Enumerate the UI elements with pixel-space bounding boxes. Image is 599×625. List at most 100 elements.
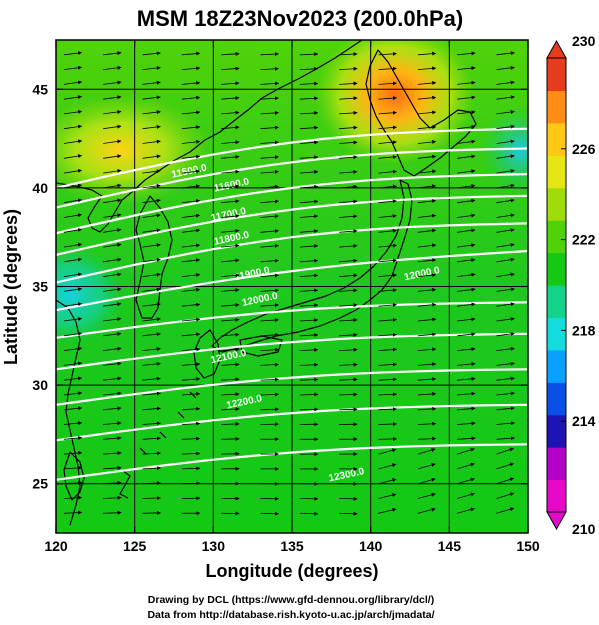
wind-arrow bbox=[417, 273, 437, 278]
wind-arrow bbox=[496, 436, 515, 441]
wind-arrow bbox=[339, 184, 358, 189]
wind-arrow bbox=[103, 346, 122, 351]
wind-arrow bbox=[260, 155, 279, 160]
wind-arrow bbox=[181, 332, 201, 337]
wind-arrow bbox=[103, 510, 122, 515]
warm-region-northwest bbox=[56, 95, 210, 205]
wind-arrow bbox=[378, 51, 397, 56]
wind-arrow bbox=[378, 392, 397, 397]
wind-arrow bbox=[496, 242, 515, 248]
wind-arrow bbox=[103, 257, 122, 263]
wind-arrow bbox=[181, 317, 201, 322]
wind-arrow bbox=[103, 287, 122, 292]
wind-arrow bbox=[103, 154, 122, 159]
wind-arrow bbox=[457, 462, 475, 470]
wind-arrow bbox=[299, 169, 319, 174]
coastline-ryukyu bbox=[119, 391, 197, 499]
wind-arrow bbox=[378, 258, 397, 263]
wind-arrow bbox=[63, 168, 82, 174]
wind-arrow bbox=[417, 51, 437, 56]
colorbar-tick-label: 210 bbox=[572, 521, 596, 537]
geopotential-contours bbox=[56, 127, 528, 481]
colorbar-segment bbox=[547, 90, 566, 124]
wind-arrow bbox=[63, 124, 83, 130]
colorbar-segment bbox=[547, 414, 566, 448]
coastline-honshu bbox=[211, 179, 413, 353]
wind-arrow bbox=[299, 303, 319, 308]
wind-arrow bbox=[181, 451, 201, 456]
wind-arrow bbox=[299, 511, 319, 516]
wind-arrow bbox=[260, 140, 279, 145]
wind-arrow bbox=[142, 466, 161, 471]
wind-arrow bbox=[339, 318, 358, 323]
wind-arrow bbox=[181, 213, 201, 218]
wind-arrow bbox=[142, 436, 161, 441]
wind-arrow bbox=[181, 436, 201, 441]
wind-arrow bbox=[103, 480, 122, 485]
y-tick-label: 45 bbox=[32, 81, 48, 97]
colorbar-segment bbox=[547, 447, 566, 481]
wind-arrow bbox=[63, 331, 83, 337]
wind-arrow bbox=[378, 155, 397, 160]
wind-arrow bbox=[63, 480, 83, 485]
wind-arrow bbox=[142, 510, 161, 515]
wind-arrow bbox=[457, 272, 476, 277]
wind-arrow bbox=[378, 125, 397, 130]
wind-arrow bbox=[221, 51, 240, 56]
wind-arrow bbox=[457, 287, 476, 292]
wind-arrow bbox=[103, 95, 122, 100]
wind-arrow bbox=[260, 362, 279, 367]
contour-line bbox=[56, 403, 528, 442]
wind-arrow bbox=[378, 332, 397, 337]
y-tick-label: 40 bbox=[32, 180, 48, 196]
wind-arrow bbox=[496, 109, 515, 115]
wind-arrow bbox=[417, 463, 436, 470]
wind-arrow bbox=[299, 243, 319, 248]
wind-arrow bbox=[378, 184, 397, 189]
wind-arrow bbox=[103, 465, 122, 470]
wind-arrow bbox=[260, 332, 279, 337]
colorbar-segment bbox=[547, 220, 566, 254]
wind-arrow bbox=[378, 507, 397, 514]
x-tick-label: 140 bbox=[359, 538, 383, 554]
credit-drawing: Drawing by DCL (https://www.gfd-dennou.o… bbox=[148, 594, 434, 606]
wind-arrow bbox=[181, 287, 201, 292]
wind-arrow bbox=[260, 184, 279, 189]
wind-arrow bbox=[299, 229, 319, 234]
wind-arrow bbox=[299, 362, 319, 367]
wind-arrow bbox=[496, 302, 515, 307]
wind-arrow bbox=[339, 140, 358, 145]
wind-arrow bbox=[103, 168, 122, 174]
wind-arrow bbox=[339, 407, 358, 412]
wind-arrow bbox=[142, 376, 161, 381]
wind-arrow bbox=[417, 125, 437, 130]
wind-arrow bbox=[457, 302, 476, 307]
wind-arrow bbox=[103, 302, 122, 307]
wind-arrow bbox=[299, 155, 319, 160]
wind-arrow bbox=[496, 51, 515, 56]
colorbar-segment bbox=[547, 155, 566, 189]
wind-arrow bbox=[496, 257, 515, 263]
colorbar-segment bbox=[547, 349, 566, 383]
wind-arrow bbox=[378, 288, 397, 293]
wind-arrow bbox=[496, 492, 515, 499]
wind-arrow bbox=[142, 332, 161, 337]
wind-arrow bbox=[496, 228, 515, 233]
wind-arrow bbox=[339, 362, 358, 367]
wind-arrow bbox=[142, 198, 161, 204]
wind-arrow bbox=[142, 183, 161, 189]
x-axis-label: Longitude (degrees) bbox=[205, 561, 378, 581]
wind-arrow bbox=[339, 229, 358, 234]
wind-arrow bbox=[181, 184, 201, 189]
wind-arrow bbox=[142, 496, 161, 501]
wind-arrow bbox=[339, 81, 358, 86]
wind-arrow bbox=[457, 110, 476, 115]
colorbar-max-triangle bbox=[546, 39, 567, 59]
wind-arrow bbox=[496, 198, 515, 204]
wind-arrow bbox=[63, 391, 83, 396]
wind-arrow bbox=[417, 169, 437, 174]
y-tick-label: 25 bbox=[32, 476, 48, 492]
wind-arrow bbox=[260, 347, 279, 352]
wind-arrow bbox=[181, 421, 201, 426]
colorbar-tick-label: 218 bbox=[572, 322, 596, 338]
